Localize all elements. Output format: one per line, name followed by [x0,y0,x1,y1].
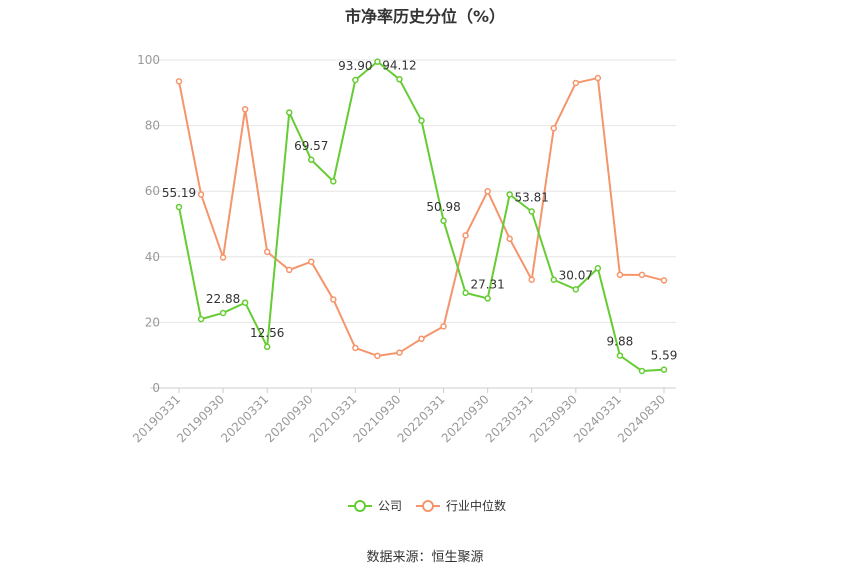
grid-lines [150,59,676,389]
data-point [197,191,205,198]
data-point [616,352,624,359]
legend-item[interactable]: 公司 [348,499,402,513]
legend[interactable]: 公司 行业中位数 [348,498,506,513]
data-label: 5.59 [651,349,678,363]
data-point [241,299,249,306]
x-tick-label: 20240830 [615,392,668,445]
data-point [396,349,403,356]
y-tick-label: 60 [145,184,160,198]
data-label: 9.88 [607,335,634,349]
legend-label: 公司 [378,499,402,513]
data-point [374,352,381,360]
data-point [263,343,271,351]
legend-marker [354,500,366,512]
data-point [396,76,403,83]
series-lines [175,58,668,375]
data-label: 69.57 [294,139,328,153]
data-point [638,271,646,279]
data-point [308,156,315,164]
data-labels: 55.19 22.88 12.56 69.57 93.90 94.12 50.98 27.31… [162,58,678,362]
legend-item[interactable]: 行业中位数 [416,498,506,513]
data-point [660,366,668,373]
data-label: 12.56 [250,326,284,340]
data-point [285,266,293,274]
data-point [528,208,535,215]
data-label: 93.90 [338,59,372,73]
data-label: 50.98 [426,200,460,214]
data-point [308,258,315,265]
y-tick-label: 0 [152,381,160,395]
data-point [175,203,183,211]
legend-label: 行业中位数 [446,498,506,513]
y-tick-label: 20 [145,315,160,329]
data-point [572,79,580,87]
data-point [440,323,447,330]
data-point [352,344,359,352]
data-point [418,335,425,343]
data-point [660,277,668,284]
chart-title: 市净率历史分位（%） [344,7,506,26]
y-tick-label: 40 [145,250,160,264]
data-label: 22.88 [206,292,240,306]
data-point [506,191,513,198]
data-point [638,367,646,375]
legend-marker [422,500,434,512]
data-point [572,286,580,293]
y-tick-label: 80 [145,119,160,133]
data-label: 55.19 [162,186,196,200]
data-point [616,271,624,279]
data-point [440,217,447,225]
data-point [352,76,359,84]
data-point [418,117,425,124]
y-tick-label: 100 [137,53,160,67]
axes: 0204060801002019033120190930202003312020… [130,53,668,445]
data-label: 30.07 [559,268,593,282]
data-point [175,78,183,85]
source-note: 数据来源：恒生聚源 [366,550,484,565]
data-point [550,276,558,284]
data-label: 27.31 [470,277,504,291]
data-point [374,58,381,65]
data-point [484,187,491,195]
data-label: 94.12 [382,58,416,72]
data-point [219,254,227,261]
data-point [594,74,602,82]
data-point [330,178,337,185]
data-point [285,109,293,116]
data-point [528,276,535,284]
data-label: 53.81 [515,191,549,205]
data-point [263,248,271,256]
data-point [330,296,337,303]
data-point [197,315,205,323]
data-point [550,124,558,132]
series-line [178,60,665,372]
data-point [462,232,469,239]
data-point [241,105,249,113]
data-point [462,289,469,297]
data-point [219,309,227,317]
data-point [484,295,491,302]
data-point [594,265,602,272]
data-point [506,235,513,243]
